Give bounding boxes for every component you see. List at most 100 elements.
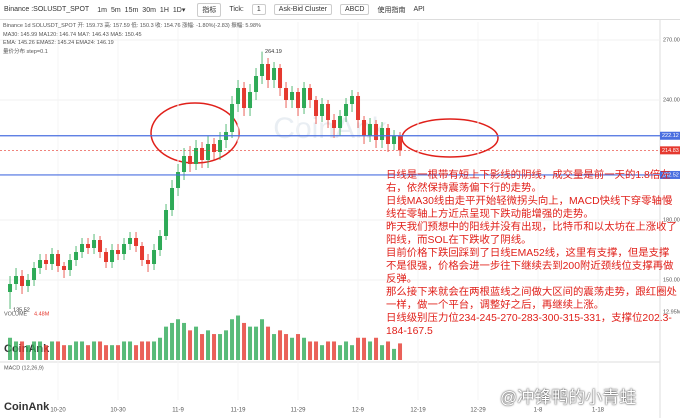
interval[interactable]: 1H bbox=[159, 6, 169, 14]
candle-body bbox=[44, 260, 49, 264]
candle-body bbox=[116, 250, 121, 254]
logo: CoinAnk bbox=[4, 401, 50, 413]
legend-line: EMA: 145.26 EMA52: 145.24 EMA24: 146.19 bbox=[3, 40, 114, 46]
low-label: 135.52 bbox=[13, 307, 30, 313]
volume-value: 4.48M bbox=[34, 311, 50, 317]
high-label: 264.19 bbox=[265, 49, 282, 55]
interval[interactable]: 1D▾ bbox=[172, 6, 186, 14]
volume-bar bbox=[380, 345, 385, 360]
candle-body bbox=[326, 104, 331, 120]
candle-body bbox=[392, 136, 397, 144]
volume-bar bbox=[122, 341, 127, 360]
annotation-paragraph: 目前价格下跌回踩到了日线EMA52线，这里有支撑，但是支撑不是很强，价格会进一步… bbox=[386, 248, 674, 285]
candle-body bbox=[236, 88, 241, 104]
volume-bar bbox=[278, 330, 283, 360]
volume-bar bbox=[176, 319, 181, 360]
volume-bar bbox=[338, 345, 343, 360]
volume-bar bbox=[38, 341, 43, 360]
volume-bar bbox=[362, 337, 367, 360]
candle-body bbox=[20, 276, 25, 286]
candle-body bbox=[242, 88, 247, 108]
volume-bar bbox=[332, 341, 337, 360]
abcd-button[interactable]: ABCD bbox=[340, 4, 370, 15]
volume-bar bbox=[152, 341, 157, 360]
volume-bar bbox=[254, 326, 259, 360]
volume-bar bbox=[158, 337, 163, 360]
price-tag-label: 202.52 bbox=[662, 172, 679, 178]
candle-body bbox=[206, 144, 211, 160]
x-tick-label: 12-29 bbox=[470, 408, 486, 414]
candle-body bbox=[230, 104, 235, 132]
candle-body bbox=[68, 260, 73, 270]
volume-bar bbox=[134, 345, 139, 360]
interval[interactable]: 15m bbox=[124, 6, 139, 14]
candle-body bbox=[74, 252, 79, 260]
candle-body bbox=[368, 124, 373, 136]
volume-bar bbox=[164, 326, 169, 360]
x-tick-label: 10-20 bbox=[50, 408, 66, 414]
indicators-button[interactable]: 指标 bbox=[197, 2, 222, 17]
api-link[interactable]: API bbox=[413, 6, 425, 13]
volume-bar bbox=[266, 326, 271, 360]
candle-body bbox=[26, 280, 31, 286]
candle-body bbox=[14, 276, 19, 284]
annotation-paragraph: 昨天我们预想中的阳线并没有出现，比特币和以太坊在上涨收了阳线，而SOL在下跌收了… bbox=[386, 222, 677, 246]
candle-body bbox=[356, 96, 361, 120]
volume-bar bbox=[116, 345, 121, 360]
annotation: 日线是一根带有短上下影线的阴线，成交量是前一天的1.8倍左右，依然保持震荡偏下行… bbox=[386, 169, 678, 338]
volume-bar bbox=[32, 341, 37, 360]
candle-body bbox=[104, 252, 109, 262]
candle-body bbox=[122, 244, 127, 254]
candle-body bbox=[80, 244, 85, 252]
cluster-select[interactable]: Ask-Bid Cluster bbox=[273, 4, 333, 15]
x-tick-label: 12-9 bbox=[352, 408, 365, 414]
candle-body bbox=[170, 188, 175, 210]
price-tag-label: 214.83 bbox=[662, 148, 679, 154]
volume-bar bbox=[284, 334, 289, 360]
volume-bar bbox=[230, 319, 235, 360]
volume-bar bbox=[308, 341, 313, 360]
candle-body bbox=[176, 172, 181, 188]
volume-bar bbox=[224, 330, 229, 360]
candle-body bbox=[152, 250, 157, 264]
volume-bar bbox=[62, 345, 67, 360]
volume-bar bbox=[92, 341, 97, 360]
y-tick-label: 150.00 bbox=[663, 277, 680, 283]
candle-body bbox=[200, 148, 205, 160]
x-tick-label: 11-19 bbox=[231, 408, 247, 414]
interval[interactable]: 5m bbox=[110, 6, 121, 14]
volume-bar bbox=[326, 341, 331, 360]
tick-value[interactable]: 1 bbox=[251, 4, 266, 15]
volume-bar bbox=[260, 319, 265, 360]
annotation-paragraph: 那么接下来就会在两根蓝线之间做大区间的震荡走势，跟红圈处一样，做一个平台，调整好… bbox=[386, 287, 677, 311]
candle-body bbox=[32, 268, 37, 280]
interval[interactable]: 1m bbox=[97, 6, 107, 14]
volume-bar bbox=[110, 345, 115, 360]
candle-body bbox=[188, 156, 193, 164]
candle-body bbox=[308, 88, 313, 100]
candle-body bbox=[344, 104, 349, 116]
x-tick-label: 10-30 bbox=[110, 408, 126, 414]
candle-body bbox=[266, 64, 271, 80]
legend-line: Binance 1d SOLUSDT_SPOT 开: 159.73 高: 157… bbox=[3, 23, 261, 29]
volume-bar bbox=[146, 341, 151, 360]
volume-bar bbox=[140, 341, 145, 360]
candle-body bbox=[320, 104, 325, 116]
volume-bar bbox=[128, 341, 133, 360]
candle-body bbox=[374, 124, 379, 140]
interval[interactable]: 30m bbox=[142, 6, 156, 14]
candle-body bbox=[362, 120, 367, 136]
volume-bar bbox=[56, 341, 61, 360]
x-tick-label: 1-18 bbox=[592, 408, 605, 414]
volume-bar bbox=[386, 341, 391, 360]
volume-bar bbox=[302, 337, 307, 360]
candle-body bbox=[260, 64, 265, 76]
x-tick-label: 12-19 bbox=[410, 408, 426, 414]
guide-link[interactable]: 使用指南 bbox=[377, 6, 406, 14]
volume-bar bbox=[212, 334, 217, 360]
watermark-user: @冲锋鸭的小青蛙 bbox=[500, 388, 637, 407]
candle-body bbox=[272, 68, 277, 80]
price-tag bbox=[660, 131, 680, 140]
